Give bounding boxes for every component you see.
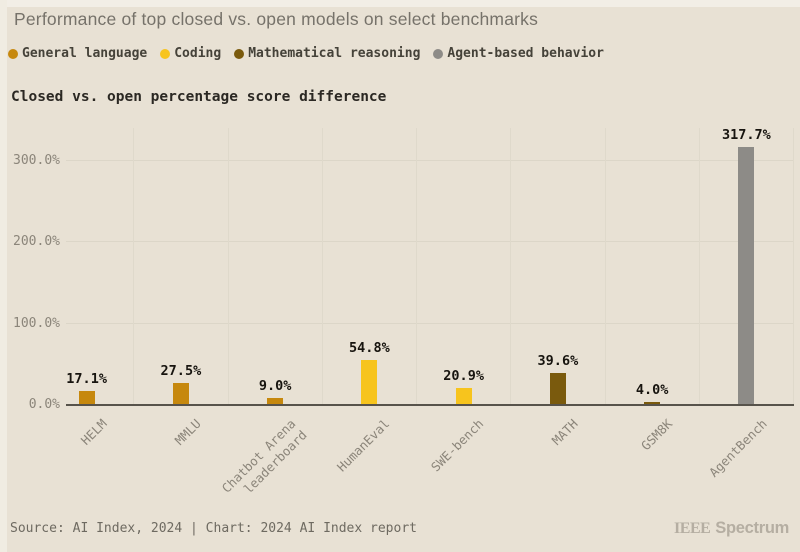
category-column: 4.0% (606, 128, 700, 405)
legend-color-dot (234, 48, 245, 59)
x-axis-tick-label: MMLU (172, 416, 204, 448)
chart-subtitle: Closed vs. open percentage score differe… (11, 89, 387, 105)
legend-color-dot (8, 48, 18, 59)
page-edge-top (0, 0, 800, 7)
ieee-spectrum-logo: IEEE Spectrum (674, 519, 789, 538)
x-axis-tick-label: HELM (77, 416, 110, 448)
legend-item-label: Agent-based behavior (447, 46, 604, 61)
category-column: 9.0% (229, 128, 323, 405)
legend: General language Coding Mathematical reaso… (8, 46, 604, 61)
legend-item: Agent-based behavior (433, 46, 604, 61)
x-axis-tick-label: AgentBench (705, 416, 770, 480)
bar-value-label: 4.0% (635, 381, 669, 398)
category-column: 20.9% (417, 128, 512, 405)
spectrum-logo-text: Spectrum (715, 519, 789, 537)
y-axis-tick-label: 300.0% (13, 153, 60, 168)
y-axis-tick-label: 200.0% (13, 234, 60, 250)
x-axis-tick-label: HumanEval (333, 416, 393, 475)
page-edge-left (0, 0, 7, 552)
y-axis: 0.0% 100.0% 200.0% 300.0% (0, 128, 60, 412)
x-axis-tick-label: SWE-bench (428, 416, 487, 475)
bar-value-label: 17.1% (66, 371, 107, 388)
horizontal-gridlines (66, 128, 794, 405)
bar (738, 146, 755, 405)
bar-value-label: 27.5% (160, 362, 202, 379)
bar-value-label: 9.0% (258, 377, 292, 394)
category-column: 17.1% (40, 128, 135, 405)
bar-value-label: 317.7% (721, 126, 771, 143)
x-axis-tick-label: GSM8K (638, 416, 676, 454)
legend-item-label: Coding (174, 46, 222, 61)
gridline (66, 241, 794, 243)
y-axis-tick-label: 0.0% (28, 397, 60, 412)
bar (549, 372, 566, 405)
bar (78, 391, 95, 405)
y-axis-tick-label: 100.0% (13, 315, 60, 331)
bar-value-label: 54.8% (349, 340, 390, 357)
legend-color-dot (433, 48, 444, 59)
category-column: 27.5% (134, 128, 229, 405)
category-column: 39.6% (511, 128, 606, 405)
gridline (66, 160, 794, 162)
legend-color-dot (160, 48, 171, 59)
bar (172, 382, 189, 405)
legend-item-label: General language (22, 46, 148, 61)
x-axis-tick-label: MATH (549, 416, 581, 448)
bar (361, 360, 378, 405)
x-axis-tick-label: Chatbot Arena leaderboard (218, 416, 310, 497)
chart-headline: Performance of top closed vs. open model… (14, 9, 539, 29)
gridline (66, 322, 794, 324)
legend-item: Coding (160, 46, 221, 61)
category-column: 54.8% (323, 128, 417, 405)
bar (644, 401, 661, 405)
source-credit: Source: AI Index, 2024 | Chart: 2024 AI … (10, 521, 417, 536)
x-axis-baseline (66, 404, 794, 406)
plot-area: 17.1% 27.5% 9.0% 54.8% 20.9% 39.6% 4.0% 317.7% (40, 126, 794, 405)
ieee-logo-text: IEEE (674, 520, 711, 537)
legend-item: Mathematical reasoning (234, 46, 420, 61)
legend-item: General language (8, 46, 147, 61)
bar (455, 388, 472, 405)
bar (267, 397, 284, 405)
legend-item-label: Mathematical reasoning (248, 46, 421, 61)
bar-value-label: 20.9% (443, 368, 484, 385)
bar-value-label: 39.6% (537, 352, 579, 369)
x-axis: HELM MMLU Chatbot Arena leaderboard HumanEv… (40, 412, 794, 512)
category-column: 317.7% (700, 126, 794, 405)
